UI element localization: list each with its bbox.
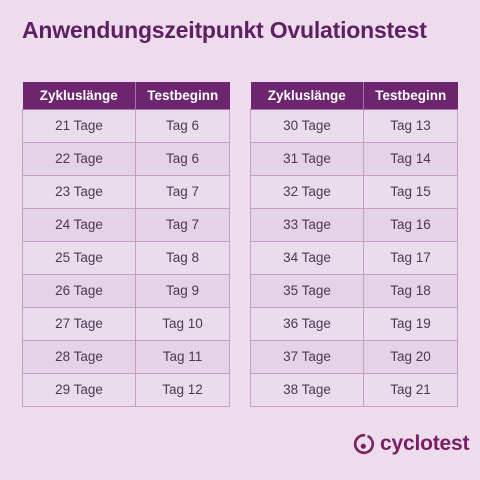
test-start-cell: Tag 14 (363, 141, 458, 176)
table-row: 28 Tage Tag 11 (22, 339, 230, 374)
test-start-cell: Tag 6 (135, 141, 230, 176)
table-row: 26 Tage Tag 9 (22, 273, 230, 308)
test-start-cell: Tag 10 (135, 306, 230, 341)
table-row: 34 Tage Tag 17 (250, 240, 458, 275)
test-start-cell: Tag 11 (135, 339, 230, 374)
test-start-cell: Tag 13 (363, 108, 458, 143)
cycle-length-cell: 31 Tage (250, 141, 364, 176)
cycle-length-cell: 33 Tage (250, 207, 364, 242)
table-row: 24 Tage Tag 7 (22, 207, 230, 242)
cycle-length-cell: 27 Tage (22, 306, 136, 341)
test-start-cell: Tag 19 (363, 306, 458, 341)
table-row: 29 Tage Tag 12 (22, 372, 230, 407)
cycle-length-cell: 29 Tage (22, 372, 136, 407)
cycle-length-cell: 38 Tage (250, 372, 364, 407)
table-row: 22 Tage Tag 6 (22, 141, 230, 176)
test-start-cell: Tag 12 (135, 372, 230, 407)
cycle-length-cell: 32 Tage (250, 174, 364, 209)
test-start-cell: Tag 16 (363, 207, 458, 242)
brand-name: cyclotest (380, 432, 470, 455)
cycle-length-cell: 30 Tage (250, 108, 364, 143)
cycle-length-cell: 36 Tage (250, 306, 364, 341)
table-row: 25 Tage Tag 8 (22, 240, 230, 275)
cycle-table-right: Zykluslänge Testbeginn 30 Tage Tag 13 31 … (250, 82, 458, 407)
table-row: 23 Tage Tag 7 (22, 174, 230, 209)
brand-logo: cyclotest (352, 432, 469, 456)
table-row: 38 Tage Tag 21 (250, 372, 458, 407)
cycle-length-cell: 37 Tage (250, 339, 364, 374)
cycle-length-cell: 23 Tage (22, 174, 136, 209)
test-start-cell: Tag 9 (135, 273, 230, 308)
table-row: 30 Tage Tag 13 (250, 108, 458, 143)
test-start-cell: Tag 20 (363, 339, 458, 374)
test-start-cell: Tag 18 (363, 273, 458, 308)
header-cycle-length: Zykluslänge (250, 82, 364, 110)
test-start-cell: Tag 7 (135, 207, 230, 242)
page-title: Anwendungszeitpunkt Ovulationstest (22, 17, 427, 43)
test-start-cell: Tag 17 (363, 240, 458, 275)
cycle-length-cell: 21 Tage (22, 108, 136, 143)
cycle-length-cell: 24 Tage (22, 207, 136, 242)
table-row: 36 Tage Tag 19 (250, 306, 458, 341)
cyclotest-logo-icon (353, 433, 375, 455)
header-test-start: Testbeginn (363, 82, 458, 110)
table-header-row: Zykluslänge Testbeginn (250, 82, 458, 110)
test-start-cell: Tag 8 (135, 240, 230, 275)
header-cycle-length: Zykluslänge (22, 82, 136, 110)
test-start-cell: Tag 6 (135, 108, 230, 143)
test-start-cell: Tag 7 (135, 174, 230, 209)
table-row: 33 Tage Tag 16 (250, 207, 458, 242)
table-row: 35 Tage Tag 18 (250, 273, 458, 308)
cycle-length-cell: 22 Tage (22, 141, 136, 176)
cycle-length-cell: 28 Tage (22, 339, 136, 374)
test-start-cell: Tag 21 (363, 372, 458, 407)
table-row: 21 Tage Tag 6 (22, 108, 230, 143)
table-row: 37 Tage Tag 20 (250, 339, 458, 374)
table-row: 31 Tage Tag 14 (250, 141, 458, 176)
cycle-table-left: Zykluslänge Testbeginn 21 Tage Tag 6 22 T… (22, 82, 230, 407)
test-start-cell: Tag 15 (363, 174, 458, 209)
cycle-length-cell: 26 Tage (22, 273, 136, 308)
header-test-start: Testbeginn (135, 82, 230, 110)
cycle-length-cell: 35 Tage (250, 273, 364, 308)
table-header-row: Zykluslänge Testbeginn (22, 82, 230, 110)
cycle-length-cell: 25 Tage (22, 240, 136, 275)
table-row: 32 Tage Tag 15 (250, 174, 458, 209)
cycle-length-cell: 34 Tage (250, 240, 364, 275)
table-row: 27 Tage Tag 10 (22, 306, 230, 341)
